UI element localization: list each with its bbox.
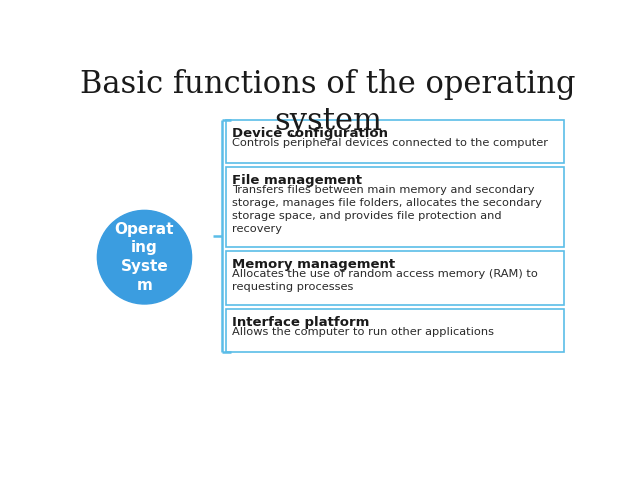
Ellipse shape <box>97 210 191 304</box>
FancyBboxPatch shape <box>227 251 564 305</box>
Text: Device configuration: Device configuration <box>232 127 388 140</box>
Text: Memory management: Memory management <box>232 258 396 271</box>
Text: Interface platform: Interface platform <box>232 316 370 329</box>
Text: Operat
ing
Syste
m: Operat ing Syste m <box>115 222 174 293</box>
Text: Transfers files between main memory and secondary
storage, manages file folders,: Transfers files between main memory and … <box>232 185 542 233</box>
FancyBboxPatch shape <box>227 120 564 163</box>
Text: Allocates the use of random access memory (RAM) to
requesting processes: Allocates the use of random access memor… <box>232 269 538 292</box>
Text: Basic functions of the operating
system: Basic functions of the operating system <box>80 69 576 137</box>
Text: Allows the computer to run other applications: Allows the computer to run other applica… <box>232 327 494 337</box>
Text: File management: File management <box>232 174 362 187</box>
FancyBboxPatch shape <box>227 309 564 352</box>
FancyBboxPatch shape <box>227 168 564 247</box>
Text: Controls peripheral devices connected to the computer: Controls peripheral devices connected to… <box>232 138 548 148</box>
